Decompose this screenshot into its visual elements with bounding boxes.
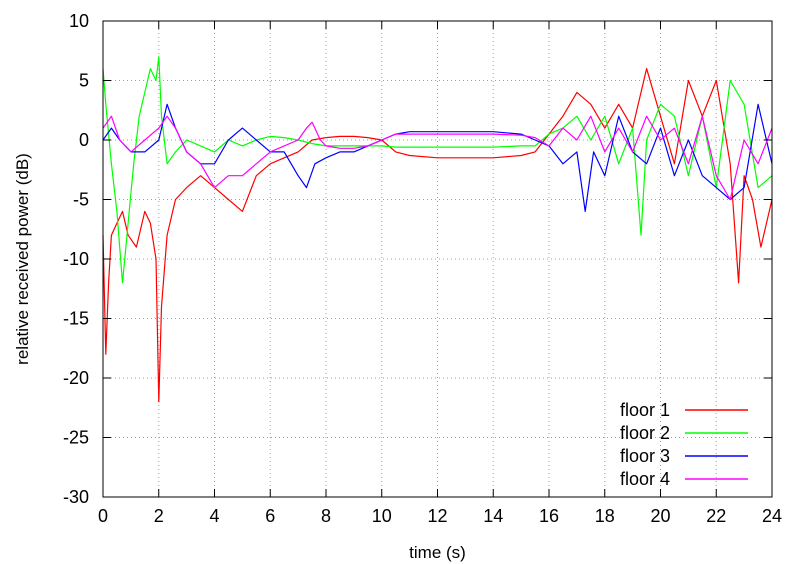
y-axis-label: relative received power (dB) [13, 153, 32, 365]
grid-lines [103, 21, 772, 497]
y-tick-label: 5 [79, 71, 89, 91]
x-tick-label: 10 [372, 506, 392, 526]
legend-label: floor 4 [620, 469, 670, 489]
x-tick-label: 16 [539, 506, 559, 526]
legend-label: floor 2 [620, 423, 670, 443]
axis-ticks: 0 2 4 6 8 10 12 14 16 18 20 22 241050-5-10-15-20-25-… [63, 11, 782, 526]
x-tick-label: 0 [98, 506, 108, 526]
series-line-4 [102, 115, 773, 201]
y-tick-label: 0 [79, 130, 89, 150]
x-tick-label: 6 [265, 506, 275, 526]
x-tick-label: 24 [762, 506, 782, 526]
y-tick-label: -20 [63, 368, 89, 388]
y-tick-label: 10 [69, 11, 89, 31]
legend-label: floor 3 [620, 446, 670, 466]
series-lines [102, 56, 773, 403]
x-tick-label: 18 [595, 506, 615, 526]
legend-label: floor 1 [620, 400, 670, 420]
legend: floor 1 floor 2 floor 3 floor 4 [620, 400, 748, 489]
x-tick-label: 2 [154, 506, 164, 526]
x-tick-label: 20 [650, 506, 670, 526]
y-tick-label: -5 [73, 190, 89, 210]
x-tick-label: 22 [706, 506, 726, 526]
x-tick-label: 14 [483, 506, 503, 526]
y-tick-label: -15 [63, 309, 89, 329]
x-tick-label: 8 [321, 506, 331, 526]
y-tick-label: -10 [63, 249, 89, 269]
x-axis-label: time (s) [409, 543, 466, 562]
y-tick-label: -30 [63, 487, 89, 507]
series-line-2 [102, 56, 773, 284]
x-tick-label: 12 [427, 506, 447, 526]
series-line-1 [102, 67, 773, 403]
y-tick-label: -25 [63, 428, 89, 448]
x-tick-label: 4 [209, 506, 219, 526]
